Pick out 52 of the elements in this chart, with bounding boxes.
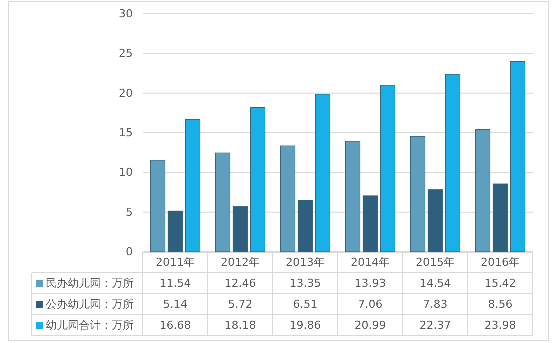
- data-label: 19.86: [290, 319, 322, 332]
- bar: [280, 146, 296, 252]
- data-label: 12.46: [224, 277, 256, 290]
- data-label: 20.99: [354, 319, 386, 332]
- legend-label: 幼儿园合计：万所: [46, 319, 134, 332]
- bar: [475, 129, 491, 252]
- x-tick-label: 2014年: [351, 256, 390, 269]
- bar: [250, 107, 266, 252]
- data-label: 7.83: [423, 298, 448, 311]
- x-tick-label: 2016年: [481, 256, 520, 269]
- legend-label: 民办幼儿园：万所: [46, 277, 134, 290]
- data-label: 11.54: [160, 277, 192, 290]
- bar: [168, 210, 184, 252]
- y-tick-label: 0: [126, 246, 133, 258]
- y-tick-label: 10: [119, 166, 133, 180]
- bar: [298, 200, 314, 252]
- data-label: 15.42: [484, 277, 516, 290]
- data-label: 13.35: [290, 277, 322, 290]
- bar: [445, 74, 461, 252]
- bar: [345, 141, 361, 252]
- y-tick-label: 5: [126, 206, 133, 219]
- data-label: 23.98: [484, 319, 516, 332]
- data-label: 5.72: [228, 298, 253, 311]
- bar: [362, 196, 378, 252]
- y-tick-label: 25: [119, 47, 133, 60]
- bar: [380, 85, 396, 252]
- bar: [215, 152, 231, 252]
- bar: [410, 136, 426, 252]
- data-label: 16.68: [160, 319, 192, 332]
- x-tick-label: 2011年: [156, 256, 195, 269]
- bar: [185, 119, 201, 252]
- x-tick-label: 2015年: [416, 256, 455, 269]
- data-label: 7.06: [358, 298, 383, 311]
- data-label: 5.14: [163, 298, 188, 311]
- bar: [510, 61, 526, 252]
- data-label: 6.51: [293, 298, 318, 311]
- data-label: 18.18: [224, 319, 256, 332]
- data-label: 22.37: [420, 319, 452, 332]
- x-tick-label: 2013年: [286, 256, 325, 269]
- bar: [150, 160, 166, 252]
- legend-label: 公办幼儿园：万所: [46, 298, 134, 311]
- x-tick-label: 2012年: [221, 256, 260, 269]
- bar: [315, 94, 331, 252]
- bar: [232, 206, 248, 252]
- data-label: 13.93: [354, 277, 386, 290]
- bar: [492, 184, 508, 252]
- y-tick-label: 20: [119, 86, 133, 100]
- data-label: 14.54: [420, 277, 452, 290]
- bar: [428, 190, 444, 252]
- y-tick-label: 30: [119, 8, 133, 20]
- data-label: 8.56: [488, 298, 513, 311]
- y-tick-label: 15: [119, 126, 133, 140]
